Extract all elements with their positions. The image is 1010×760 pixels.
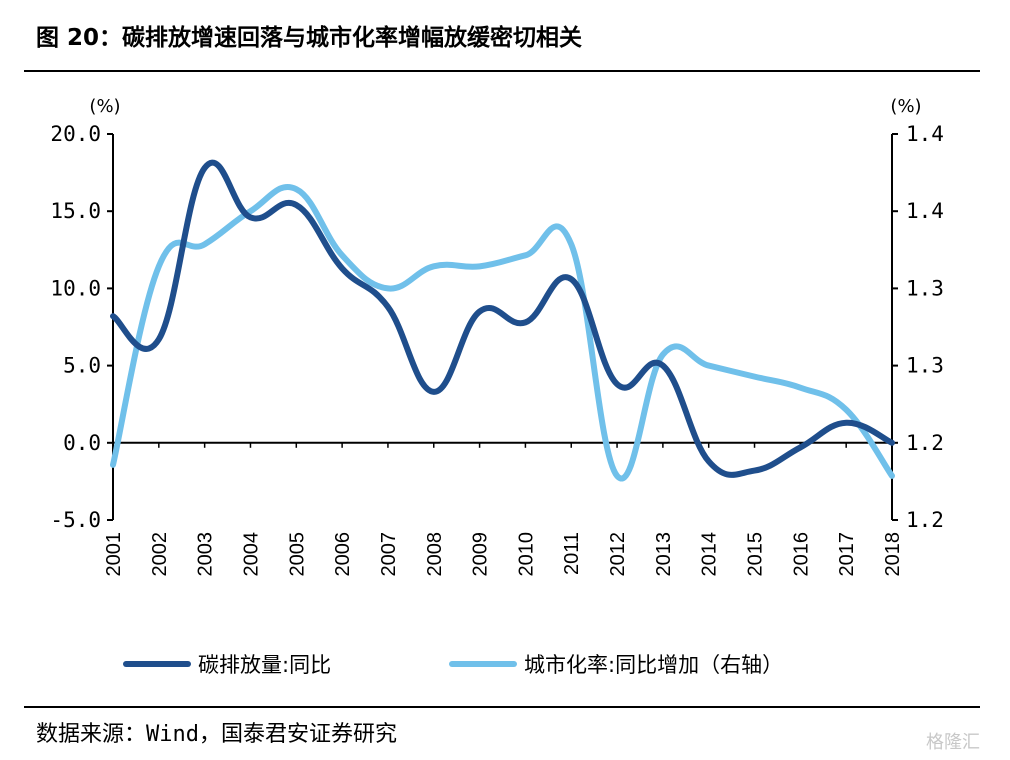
x-tick-label: 2004 [240,532,262,577]
legend-carbon-label: 碳排放量:同比 [198,653,331,677]
x-tick-label: 2009 [470,532,492,577]
x-tick-label: 2012 [607,532,629,577]
x-tick-label: 2010 [515,532,537,577]
left-tick-label: 20.0 [50,122,101,146]
left-tick-label: 5.0 [63,354,101,378]
left-axis-unit: (%) [89,96,120,117]
right-tick-label: 1.4 [906,199,944,223]
right-tick-label: 1.3 [906,276,944,300]
x-tick-label: 2006 [332,532,354,577]
title-divider [24,70,980,72]
x-tick-label: 2018 [882,532,904,577]
left-tick-label: 10.0 [50,276,101,300]
x-tick-label: 2007 [378,532,400,577]
source-note: 数据来源：Wind，国泰君安证券研究 [36,722,397,747]
chart-area: 20.0 15.0 10.0 5.0 0.0 -5.0 1.4 1.4 1.3 1.3 1.2 1.2… [50,96,944,677]
right-tick-label: 1.2 [906,508,944,532]
left-tick-label: 15.0 [50,199,101,223]
x-tick-label: 2002 [149,532,171,577]
page-title: 图 20：碳排放增速回落与城市化率增幅放缓密切相关 [36,25,583,51]
x-tick-label: 2014 [699,532,721,577]
x-tick-label: 2013 [653,532,675,577]
x-tick-label: 2005 [286,532,308,577]
x-tick-label: 2011 [561,532,583,575]
series-line-carbon [110,159,895,478]
left-tick-label: 0.0 [63,431,101,455]
footer-divider [24,706,980,708]
series-line-urbanization [110,184,895,482]
x-tick-label: 2017 [836,532,858,577]
watermark-logo: 格隆汇 [926,732,980,753]
right-tick-label: 1.3 [906,354,944,378]
x-tick-label: 2015 [745,532,767,577]
x-tick-label: 2008 [424,532,446,577]
x-tick-label: 2001 [103,532,125,577]
legend-urbanization-label: 城市化率:同比增加（右轴） [524,653,783,677]
x-tick-label: 2016 [790,532,812,577]
x-tick-label: 2003 [195,532,217,577]
right-tick-label: 1.4 [906,122,944,146]
right-tick-label: 1.2 [906,431,944,455]
right-axis-unit: (%) [890,96,921,117]
left-tick-label: -5.0 [50,508,101,532]
